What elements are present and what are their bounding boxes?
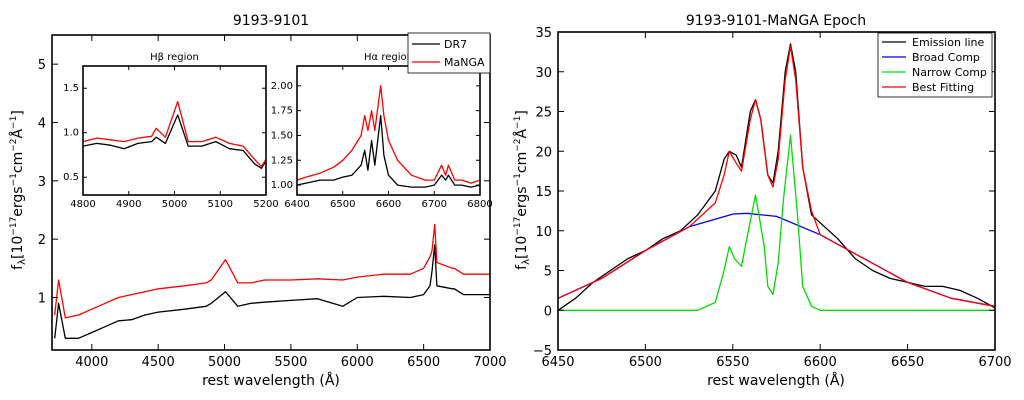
p2-title: Hα region — [364, 52, 413, 63]
emission-fit-plot: 6450 6500 6550 6600 6650 6700 −5 0 5 10 15 20 25 30 35 — [533, 26, 1012, 370]
p2-xtick-label-1: 6500 — [330, 199, 355, 210]
p0-ytick-label-0: 1 — [38, 292, 46, 307]
right-title: 9193-9101-MaNGA Epoch — [686, 13, 866, 29]
p3-series-group — [558, 43, 995, 311]
legend-label-manga: MaNGA — [444, 56, 485, 69]
p2-ytick-label-2: 1.50 — [271, 130, 293, 141]
hbeta-inset-plot: 4800 4900 5000 5100 5200 0.5 1.0 1.5 Hβ region — [63, 52, 279, 210]
p3-ytick-label-0: −5 — [533, 344, 552, 359]
p3-xtick-label-0: 6450 — [541, 355, 574, 370]
p1-series-line-1 — [83, 100, 266, 168]
p3-ytick-label-3: 10 — [535, 225, 552, 240]
left-panel: 9193-9101 rest wavelength (Å) fλ[10−17er… — [9, 13, 507, 389]
p3-xtick-label-3: 6600 — [804, 355, 837, 370]
p3-ytick-label-5: 20 — [535, 145, 552, 160]
p0-xtick-label-5: 6500 — [407, 355, 440, 370]
p0-ytick-label-3: 4 — [38, 117, 46, 132]
p0-frame — [51, 34, 491, 351]
right-legend: Emission line Broad Comp Narrow Comp Bes… — [877, 32, 993, 98]
p2-ytick-label-4: 2.00 — [271, 81, 293, 92]
left-ylabel: fλ[10−17ergs−1cm−2Å−1] — [9, 110, 28, 270]
legend-label-narrow: Narrow Comp — [912, 66, 987, 79]
p0-xtick-label-1: 4500 — [142, 355, 175, 370]
p2-xtick-label-4: 6800 — [467, 199, 492, 210]
p2-ytick-label-3: 1.75 — [271, 106, 293, 117]
p1-series-group — [83, 100, 266, 169]
p2-series-line-0 — [297, 114, 480, 188]
p3-ytick-label-4: 15 — [535, 185, 552, 200]
p0-ytick-label-4: 5 — [38, 58, 46, 73]
p3-ytick-label-2: 5 — [544, 265, 552, 280]
p0-xtick-label-3: 5500 — [274, 355, 307, 370]
p0-xtick-label-6: 7000 — [473, 355, 506, 370]
p1-xtick-label-4: 5200 — [253, 199, 278, 210]
p1-xtick-label-3: 5100 — [208, 199, 233, 210]
p3-series-line-1 — [558, 212, 995, 307]
p1-xtick-label-1: 4900 — [116, 199, 141, 210]
p0-ytick-label-1: 2 — [38, 233, 46, 248]
p1-bg — [83, 66, 266, 195]
right-panel: 9193-9101-MaNGA Epoch rest wavelength (Å… — [513, 13, 1012, 389]
right-ylabel: fλ[10−17ergs−1cm−2Å−1] — [513, 110, 532, 270]
p1-series-line-0 — [83, 114, 266, 169]
p1-xtick-label-0: 4800 — [70, 199, 95, 210]
p3-xtick-label-5: 6700 — [978, 355, 1011, 370]
p2-ytick-label-0: 1.00 — [271, 180, 293, 191]
halpha-inset-plot: 6400 6500 6600 6700 6800 1.00 1.25 1.50 1.75 2.00… — [271, 52, 493, 210]
p1-title: Hβ region — [150, 52, 199, 63]
p2-ytick-label-1: 1.25 — [271, 155, 293, 166]
p3-series-line-0 — [558, 43, 995, 311]
left-title: 9193-9101 — [233, 13, 309, 29]
left-xlabel: rest wavelength (Å) — [202, 372, 340, 389]
p1-ytick-label-2: 1.5 — [63, 83, 79, 94]
legend-label-broad: Broad Comp — [912, 51, 980, 64]
p0-series-line-0 — [54, 244, 490, 339]
p2-series-line-1 — [297, 85, 480, 184]
p0-xtick-label-0: 4000 — [75, 355, 108, 370]
p2-xtick-label-2: 6600 — [376, 199, 401, 210]
left-legend: DR7 MaNGA — [407, 32, 491, 74]
p3-ytick-label-7: 30 — [535, 66, 552, 81]
p0-xtick-label-4: 6000 — [341, 355, 374, 370]
p0-series-group — [54, 223, 490, 339]
p3-ytick-label-8: 35 — [535, 26, 552, 41]
p1-ytick-label-1: 1.0 — [63, 128, 79, 139]
p2-xtick-label-0: 6400 — [284, 199, 309, 210]
p3-xtick-label-2: 6550 — [716, 355, 749, 370]
legend-label-dr7: DR7 — [444, 38, 467, 51]
p2-xtick-label-3: 6700 — [422, 199, 447, 210]
p0-xtick-label-2: 5000 — [208, 355, 241, 370]
p3-series-line-3 — [558, 45, 995, 307]
p3-xtick-label-4: 6650 — [891, 355, 924, 370]
p3-ytick-label-6: 25 — [535, 106, 552, 121]
p0-ytick-label-2: 3 — [38, 175, 46, 190]
p0-series-line-1 — [54, 223, 490, 319]
right-xlabel: rest wavelength (Å) — [707, 372, 845, 389]
legend-label-bestfit: Best Fitting — [912, 81, 974, 94]
p3-series-line-2 — [558, 134, 995, 311]
p3-ytick-label-1: 0 — [544, 304, 552, 319]
p1-xtick-label-2: 5000 — [162, 199, 187, 210]
legend-label-emission: Emission line — [912, 36, 985, 49]
p1-ytick-label-0: 0.5 — [63, 172, 79, 183]
p3-xtick-label-1: 6500 — [629, 355, 662, 370]
p2-series-group — [297, 85, 480, 188]
